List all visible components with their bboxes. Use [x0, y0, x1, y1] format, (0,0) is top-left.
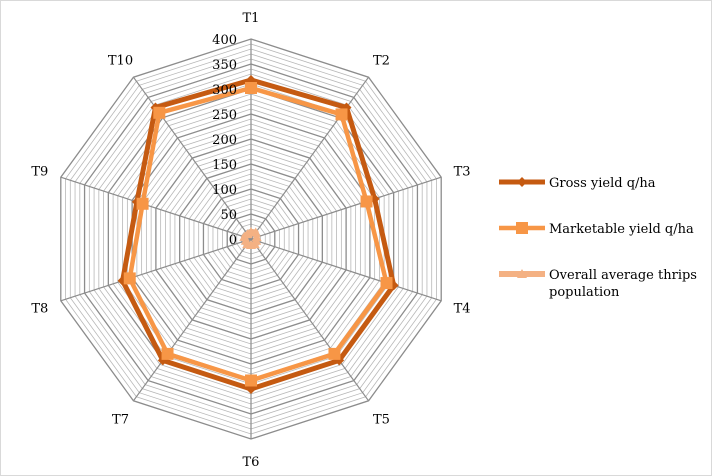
data-point	[153, 106, 166, 119]
data-point	[250, 227, 261, 237]
category-label: T7	[112, 413, 129, 428]
data-point	[335, 108, 348, 121]
category-label: T9	[31, 164, 48, 179]
data-point	[242, 229, 253, 239]
data-point	[136, 197, 149, 210]
category-label: T3	[454, 164, 471, 179]
category-label: T2	[373, 53, 390, 68]
radar-spoke	[250, 238, 370, 402]
category-label: T6	[243, 455, 260, 470]
tick-label: 0	[229, 233, 237, 248]
tick-label: 200	[212, 133, 237, 148]
data-point	[360, 195, 373, 208]
tick-label: 300	[212, 83, 237, 98]
series-2	[123, 82, 393, 387]
radial-axis-ticks: 0 50 100 150 200 250 300 350 400	[212, 33, 237, 248]
category-label: T10	[108, 53, 133, 68]
legend-marker	[517, 177, 527, 187]
tick-label: 150	[212, 158, 237, 173]
radar-spoke	[60, 176, 252, 240]
category-label: T1	[243, 11, 260, 26]
legend: Gross yield q/ha Marketable yield q/ha Ove…	[499, 176, 697, 300]
legend-label: Gross yield q/ha	[549, 176, 656, 191]
legend-label: Overall average thrips population	[549, 268, 697, 300]
tick-label: 250	[212, 108, 237, 123]
legend-item: Gross yield q/ha	[499, 176, 656, 191]
radar-spoke	[60, 238, 252, 302]
category-label: T4	[454, 302, 471, 317]
legend-label: Marketable yield q/ha	[549, 222, 694, 237]
category-labels: T1 T2 T3 T4 T5 T6 T7 T8 T9 T10	[31, 11, 470, 470]
radar-spoke	[250, 176, 442, 240]
radar-spoke	[250, 238, 442, 302]
data-point	[245, 82, 257, 94]
data-point	[161, 347, 174, 360]
legend-marker	[517, 269, 527, 278]
radar-grid	[60, 38, 442, 440]
legend-marker	[516, 222, 528, 234]
category-label: T8	[31, 302, 48, 317]
legend-item: Overall average thrips population	[499, 268, 697, 300]
series-3	[239, 227, 262, 249]
radar-series	[117, 75, 399, 394]
tick-label: 350	[212, 58, 237, 73]
data-point	[328, 347, 341, 360]
category-label: T5	[373, 413, 390, 428]
radar-spoke	[250, 76, 370, 240]
data-point	[380, 277, 393, 290]
data-point	[245, 374, 257, 387]
tick-label: 400	[212, 33, 237, 48]
radar-spoke	[132, 238, 252, 402]
tick-label: 100	[212, 183, 237, 198]
tick-label: 50	[220, 208, 237, 223]
legend-item: Marketable yield q/ha	[499, 222, 694, 237]
radar-spoke	[132, 76, 252, 240]
data-point	[123, 272, 136, 285]
